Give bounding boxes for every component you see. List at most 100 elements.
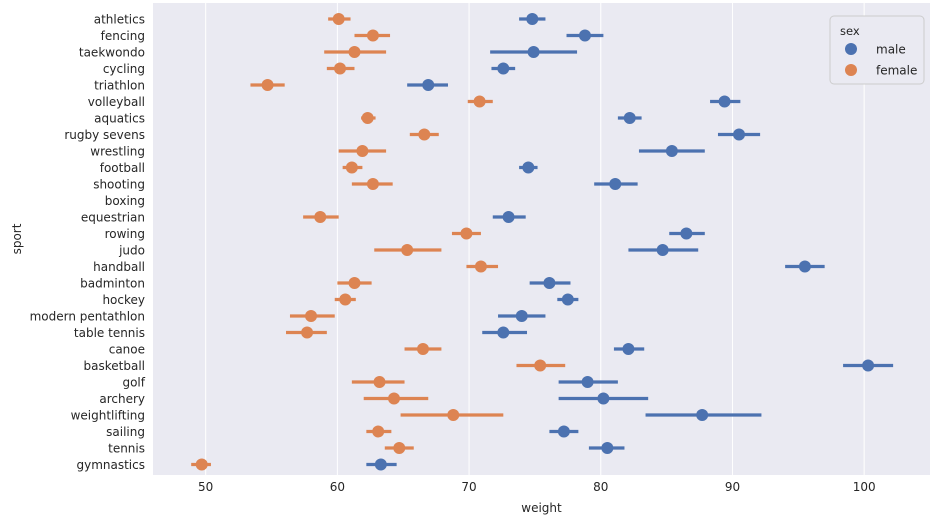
y-tick-label: triathlon — [94, 79, 145, 93]
data-point — [543, 277, 556, 289]
data-point — [656, 244, 669, 256]
y-tick-label: tennis — [108, 442, 145, 456]
plot-background — [153, 3, 930, 475]
y-tick-label: volleyball — [88, 95, 145, 109]
data-point — [339, 293, 352, 306]
data-point — [460, 227, 473, 240]
y-tick-label: handball — [93, 260, 145, 274]
y-tick-label: cycling — [103, 62, 145, 76]
data-point — [388, 392, 401, 405]
y-tick-label: shooting — [93, 178, 145, 192]
y-tick-label: aquatics — [94, 112, 145, 126]
data-point — [609, 178, 622, 190]
data-point — [334, 62, 347, 75]
y-tick-label: judo — [118, 244, 145, 258]
series-female — [191, 13, 566, 471]
y-tick-label: rugby sevens — [64, 128, 145, 142]
y-tick-label: equestrian — [81, 211, 145, 225]
x-tick-label: 90 — [725, 480, 740, 494]
data-point — [366, 29, 379, 42]
data-point — [534, 359, 547, 372]
y-tick-label: fencing — [101, 29, 145, 43]
data-point — [361, 112, 374, 124]
data-point — [416, 343, 429, 355]
legend-title: sex — [840, 24, 860, 38]
x-tick-label: 70 — [461, 480, 476, 494]
data-point — [372, 425, 385, 438]
data-point — [696, 409, 709, 421]
data-point — [623, 112, 636, 124]
data-point — [314, 211, 327, 223]
data-point — [374, 458, 387, 471]
legend-marker — [845, 64, 857, 76]
data-point — [195, 458, 208, 471]
data-point — [418, 128, 431, 141]
y-tick-label: sailing — [106, 425, 145, 439]
data-point — [497, 62, 510, 75]
data-point — [862, 359, 875, 372]
data-point — [356, 145, 369, 157]
data-point — [393, 442, 406, 454]
data-point — [522, 161, 535, 174]
data-point — [305, 310, 318, 322]
y-tick-label: athletics — [94, 13, 145, 27]
data-point — [665, 145, 678, 157]
data-point — [474, 260, 487, 273]
y-tick-label: weightlifting — [71, 409, 145, 423]
series-male — [366, 13, 894, 471]
data-point — [597, 392, 610, 405]
y-tick-label: wrestling — [90, 145, 145, 159]
data-point — [422, 79, 435, 91]
y-tick-label: golf — [122, 376, 145, 390]
y-tick-label: canoe — [109, 343, 145, 357]
y-tick-label: rowing — [105, 227, 145, 241]
data-point — [401, 244, 414, 256]
data-point — [680, 227, 693, 240]
data-point — [261, 79, 274, 91]
y-tick-label: table tennis — [74, 326, 145, 340]
y-tick-label: modern pentathlon — [30, 310, 145, 324]
data-point — [348, 46, 361, 58]
data-point — [581, 376, 594, 388]
data-point — [345, 161, 358, 174]
data-point — [526, 13, 539, 25]
y-tick-label: football — [100, 161, 145, 175]
data-point — [502, 211, 515, 223]
data-point — [447, 409, 460, 421]
data-point — [366, 178, 379, 190]
x-tick-label: 60 — [330, 480, 345, 494]
data-point — [332, 13, 345, 25]
legend-marker — [845, 43, 857, 55]
data-point — [601, 442, 614, 454]
x-tick-label: 50 — [198, 480, 213, 494]
data-point — [718, 95, 731, 108]
x-tick-labels: 50 60 70 80 90 100 — [198, 480, 876, 494]
data-point — [622, 343, 635, 355]
data-point — [561, 293, 574, 306]
data-point — [473, 95, 486, 108]
x-tick-label: 80 — [593, 480, 608, 494]
data-point — [798, 260, 811, 273]
data-point — [515, 310, 528, 322]
data-point — [348, 277, 361, 289]
y-tick-label: gymnastics — [76, 458, 145, 472]
data-point — [557, 425, 570, 438]
y-tick-label: archery — [99, 392, 145, 406]
y-tick-labels: athletics fencing taekwondo cycling triathlo… — [30, 13, 146, 473]
data-point — [578, 29, 591, 42]
data-point — [301, 326, 314, 339]
y-tick-label: basketball — [84, 359, 145, 373]
y-tick-label: badminton — [80, 277, 145, 291]
y-tick-label: boxing — [105, 194, 145, 208]
data-point — [497, 326, 510, 339]
y-axis-label: sport — [10, 223, 24, 254]
data-point — [733, 128, 746, 141]
x-tick-label: 100 — [853, 480, 876, 494]
legend-label: male — [876, 43, 906, 57]
series-layer — [191, 13, 894, 471]
legend: sex male female — [829, 15, 925, 85]
y-tick-label: taekwondo — [79, 46, 145, 60]
y-tick-label: hockey — [102, 293, 145, 307]
legend-label: female — [876, 64, 917, 78]
